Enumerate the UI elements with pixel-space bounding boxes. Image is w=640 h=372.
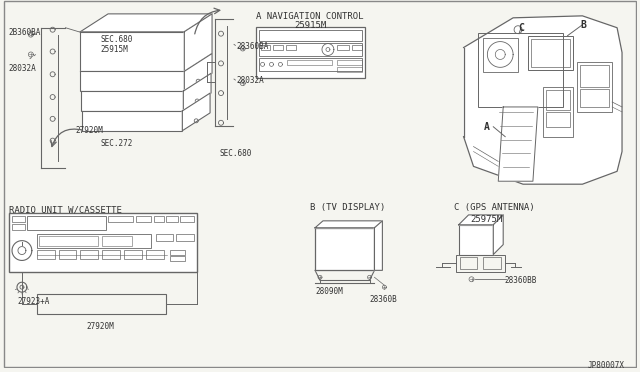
Bar (337, 67, 362, 72)
Polygon shape (463, 16, 622, 184)
Bar (259, 42, 362, 57)
Text: 28360B: 28360B (369, 295, 397, 304)
Text: B (TV DISPLAY): B (TV DISPLAY) (310, 203, 385, 212)
Text: A NAVIGATION CONTROL: A NAVIGATION CONTROL (257, 12, 364, 21)
Polygon shape (315, 228, 374, 270)
Bar (528, 36, 573, 70)
Text: RADIO UNIT W/CASSETTE: RADIO UNIT W/CASSETTE (9, 206, 122, 215)
Bar (580, 65, 609, 87)
Bar (259, 58, 362, 71)
Text: C: C (518, 23, 524, 33)
Polygon shape (81, 91, 183, 111)
Bar (260, 45, 271, 49)
Text: SEC.680: SEC.680 (220, 148, 252, 158)
Polygon shape (459, 225, 493, 254)
Polygon shape (499, 107, 538, 181)
Text: SEC.680: SEC.680 (100, 35, 132, 44)
Bar (59, 250, 76, 259)
Polygon shape (184, 54, 212, 91)
Polygon shape (315, 221, 382, 228)
Bar (36, 294, 166, 314)
Text: 28090M: 28090M (315, 287, 343, 296)
Bar (156, 234, 173, 241)
Bar (177, 234, 194, 241)
Bar (337, 45, 349, 49)
Bar (36, 250, 54, 259)
Bar (483, 38, 518, 72)
Text: C (GPS ANTENNA): C (GPS ANTENNA) (454, 203, 534, 212)
Bar (255, 27, 365, 78)
Bar (531, 39, 570, 67)
Text: 25915M: 25915M (100, 45, 128, 54)
Bar (12, 224, 25, 230)
Text: 25915M: 25915M (294, 21, 326, 30)
Bar (323, 228, 374, 269)
Polygon shape (182, 93, 210, 131)
Text: 27920M: 27920M (86, 322, 114, 331)
Text: SEC.272: SEC.272 (100, 139, 132, 148)
Text: 27920M: 27920M (76, 126, 103, 135)
Bar (180, 216, 194, 222)
Polygon shape (493, 215, 503, 254)
Bar (108, 216, 133, 222)
Bar (9, 213, 197, 272)
Bar (463, 230, 488, 250)
Polygon shape (184, 14, 212, 71)
Bar (166, 216, 179, 222)
Bar (170, 250, 186, 254)
Text: B: B (580, 20, 586, 30)
Bar (259, 30, 362, 41)
Text: 2B360BA: 2B360BA (8, 28, 40, 37)
Bar (479, 33, 563, 107)
Polygon shape (459, 215, 503, 225)
Bar (12, 216, 25, 222)
Bar (102, 236, 132, 246)
Polygon shape (81, 71, 184, 91)
Bar (81, 250, 98, 259)
Bar (577, 62, 612, 112)
Text: 27923+A: 27923+A (17, 297, 49, 306)
Text: 28032A: 28032A (237, 76, 264, 85)
Polygon shape (183, 73, 211, 111)
Bar (136, 216, 150, 222)
Bar (36, 234, 150, 248)
Bar (580, 89, 609, 107)
Bar (39, 236, 98, 246)
Bar (456, 254, 505, 272)
Bar (170, 256, 186, 262)
Bar (154, 216, 164, 222)
Bar (546, 90, 570, 110)
Bar (146, 250, 164, 259)
Bar (27, 216, 106, 230)
Bar (483, 257, 501, 269)
Bar (124, 250, 141, 259)
Text: 25975M: 25975M (470, 215, 503, 224)
Bar (460, 257, 477, 269)
Text: 28360BA: 28360BA (237, 42, 269, 51)
Polygon shape (83, 111, 182, 131)
Text: 28032A: 28032A (8, 64, 36, 73)
Bar (543, 87, 573, 137)
Polygon shape (81, 14, 212, 32)
Bar (286, 45, 296, 49)
Bar (546, 112, 570, 127)
Text: 28360BB: 28360BB (504, 276, 536, 285)
Bar (467, 233, 485, 247)
Text: A: A (483, 122, 489, 132)
Polygon shape (374, 221, 382, 270)
Text: JP80007X: JP80007X (588, 362, 625, 371)
Bar (352, 45, 362, 49)
Polygon shape (81, 32, 184, 71)
Bar (337, 60, 362, 65)
Bar (287, 60, 332, 65)
Bar (273, 45, 284, 49)
Bar (102, 250, 120, 259)
